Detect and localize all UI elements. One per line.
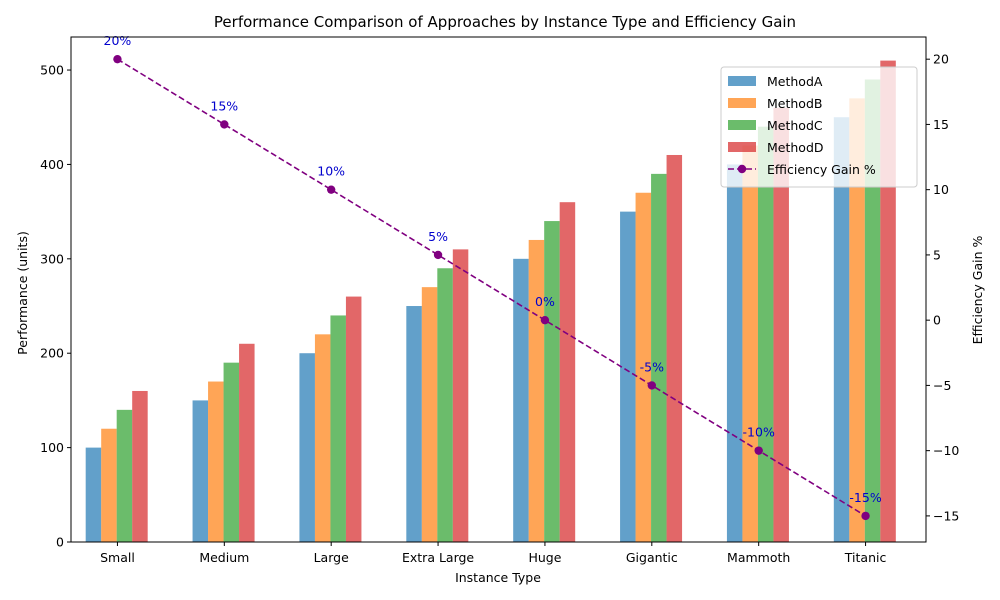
bar-methoda-huge bbox=[513, 258, 529, 542]
efficiency-point-5 bbox=[647, 381, 657, 390]
efficiency-label-2: 10% bbox=[317, 164, 345, 179]
bar-methodd-gigantic bbox=[666, 154, 683, 542]
y2-tick-label: −5 bbox=[933, 378, 951, 393]
legend-label-methodd: MethodD bbox=[767, 140, 824, 155]
efficiency-point-2 bbox=[326, 185, 336, 194]
bar-methodd-mammoth bbox=[773, 107, 789, 542]
bar-methodb-gigantic bbox=[635, 192, 652, 542]
efficiency-label-0: 20% bbox=[104, 33, 132, 48]
legend-swatch-methodb bbox=[728, 98, 756, 108]
legend-box bbox=[720, 66, 918, 188]
efficiency-point-6 bbox=[754, 446, 763, 455]
bar-methodc-titanic bbox=[864, 79, 881, 543]
legend-label-methoda: MethodA bbox=[767, 74, 823, 89]
efficiency-point-4 bbox=[540, 315, 550, 325]
y2-tick-label: −15 bbox=[933, 508, 959, 523]
bar-methoda-extra-large bbox=[406, 306, 422, 542]
y2-tick-label: 10 bbox=[933, 182, 949, 197]
y-tick-label: 0 bbox=[56, 535, 64, 550]
efficiency-point-1 bbox=[220, 120, 229, 129]
bar-methodd-extra-large bbox=[452, 249, 469, 542]
y2-tick-label: 5 bbox=[933, 247, 941, 262]
bars-group bbox=[85, 60, 896, 543]
bar-methodd-medium bbox=[239, 343, 255, 542]
y-tick-label: 500 bbox=[40, 63, 64, 78]
legend-label-efficiency-gain: Efficiency Gain % bbox=[767, 162, 876, 177]
y2-tick-label: 20 bbox=[933, 52, 949, 67]
x-tick-label: Extra Large bbox=[402, 550, 474, 565]
efficiency-point-0 bbox=[113, 54, 122, 64]
x-axis-label: Instance Type bbox=[455, 570, 541, 585]
x-tick-label: Small bbox=[100, 550, 135, 565]
bar-methoda-small bbox=[85, 447, 102, 542]
y-tick-label: 100 bbox=[40, 440, 64, 455]
bar-methoda-medium bbox=[192, 400, 209, 542]
chart-title: Performance Comparison of Approaches by … bbox=[214, 13, 796, 31]
x-tick-label: Large bbox=[314, 550, 349, 565]
y2-tick-label: 15 bbox=[933, 117, 949, 132]
efficiency-gain-line bbox=[117, 58, 866, 517]
y2-tick-label: −10 bbox=[933, 443, 959, 458]
y2-axis-label: Efficiency Gain % bbox=[970, 235, 985, 344]
bar-methoda-titanic bbox=[833, 117, 850, 542]
bar-methodd-large bbox=[345, 296, 362, 542]
y-tick-label: 400 bbox=[40, 157, 64, 172]
x-tick-label: Huge bbox=[528, 550, 561, 565]
bar-methodb-small bbox=[101, 428, 117, 542]
bar-methodb-large bbox=[314, 334, 331, 542]
efficiency-label-3: 5% bbox=[428, 229, 448, 244]
bar-methodb-titanic bbox=[849, 98, 865, 543]
efficiency-point-7 bbox=[861, 511, 870, 521]
bar-methodc-medium bbox=[223, 362, 240, 542]
bar-methodc-extra-large bbox=[437, 268, 453, 542]
legend: MethodA MethodB MethodC MethodD Efficiency G… bbox=[720, 66, 918, 188]
x-tick-label: Mammoth bbox=[727, 550, 790, 565]
bar-methoda-gigantic bbox=[620, 211, 636, 543]
y2-tick-label: 0 bbox=[933, 313, 941, 328]
legend-swatch-methodc bbox=[728, 120, 756, 130]
efficiency-label-7: -15% bbox=[849, 490, 881, 505]
efficiency-label-6: -10% bbox=[743, 425, 775, 440]
bar-methodc-large bbox=[330, 315, 346, 542]
bar-methodc-small bbox=[116, 409, 133, 542]
legend-line-marker bbox=[737, 164, 747, 174]
legend-label-methodc: MethodC bbox=[767, 118, 823, 133]
bar-methoda-mammoth bbox=[726, 164, 743, 542]
bar-methodd-huge bbox=[559, 202, 576, 542]
y-tick-label: 300 bbox=[40, 251, 64, 266]
bar-methodc-gigantic bbox=[651, 173, 667, 543]
bar-methodb-mammoth bbox=[742, 145, 758, 543]
bar-methodb-medium bbox=[208, 381, 224, 542]
bar-methoda-large bbox=[299, 353, 315, 542]
y-tick-label: 200 bbox=[40, 346, 64, 361]
efficiency-point-3 bbox=[433, 250, 443, 260]
efficiency-label-1: 15% bbox=[210, 98, 238, 113]
y-axis-label: Performance (units) bbox=[15, 231, 30, 355]
efficiency-label-4: 0% bbox=[535, 294, 555, 309]
x-tick-label: Medium bbox=[199, 550, 249, 565]
axes-group: 0 100 200 300 400 500 −15 −10 −5 0 5 10 15 20 Small Med… bbox=[40, 36, 959, 565]
legend-swatch-methoda bbox=[728, 76, 756, 86]
bar-methodb-huge bbox=[528, 239, 545, 543]
bar-methodc-mammoth bbox=[757, 126, 774, 542]
x-tick-label: Titanic bbox=[844, 550, 887, 565]
legend-label-methodb: MethodB bbox=[767, 96, 822, 111]
plot-frame bbox=[70, 36, 927, 543]
legend-swatch-methodd bbox=[728, 142, 756, 152]
x-tick-label: Gigantic bbox=[626, 550, 678, 565]
bar-methodc-huge bbox=[544, 221, 560, 542]
bar-methodb-extra-large bbox=[421, 287, 438, 542]
efficiency-label-5: -5% bbox=[640, 359, 664, 374]
bar-methodd-small bbox=[132, 390, 148, 542]
